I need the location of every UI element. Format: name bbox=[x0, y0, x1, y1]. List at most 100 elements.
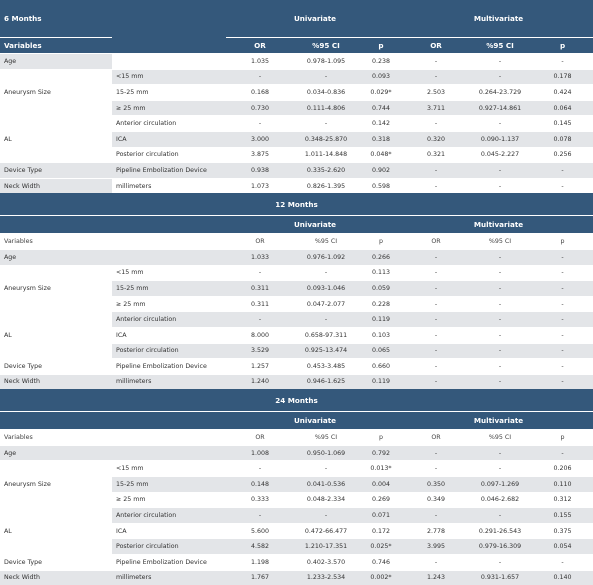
table-cell: Aneurysm Size bbox=[0, 264, 112, 312]
table-cell: - bbox=[532, 248, 593, 266]
table-cell: - bbox=[294, 115, 358, 132]
block-12m-subheader: Univariate Multivariate bbox=[0, 215, 593, 234]
table-row: Posterior circulation 4.582 1.210-17.351 0… bbox=[0, 538, 593, 555]
table-cell: 1.240 bbox=[226, 373, 294, 390]
table-cell: 0.348-25.870 bbox=[294, 130, 358, 148]
table-cell: 0.046-2.682 bbox=[468, 491, 533, 508]
table-cell: 0.142 bbox=[358, 115, 405, 132]
table-cell: Posterior circulation bbox=[112, 342, 226, 359]
table-cell: 0.111-4.806 bbox=[294, 99, 358, 116]
table-cell: - bbox=[404, 280, 469, 297]
table-cell: Posterior circulation bbox=[112, 146, 226, 163]
table-row: ≥ 25 mm 0.311 0.047-2.077 0.228 --- bbox=[0, 295, 593, 312]
table-cell: - bbox=[294, 311, 358, 328]
table-cell: 0.826-1.395 bbox=[294, 177, 358, 194]
table-row: Aneurysm Size <15 mm - -0.013* - -0.206 bbox=[0, 460, 593, 508]
table-cell: - bbox=[532, 295, 593, 312]
table-cell: - bbox=[404, 162, 469, 179]
table-cell: 0.113 bbox=[358, 264, 405, 281]
table-row: Age 1.008 0.950-1.069 0.792 --- bbox=[0, 444, 593, 461]
table-cell: - bbox=[532, 53, 593, 70]
table-cell: 1.198 bbox=[226, 554, 294, 571]
table-cell: - bbox=[404, 444, 469, 461]
table-cell: - bbox=[404, 507, 469, 524]
table-cell: Device Type bbox=[0, 162, 112, 179]
table-cell: 0.266 bbox=[358, 248, 405, 266]
table-cell: - bbox=[404, 177, 469, 194]
table-cell: - bbox=[468, 68, 533, 85]
table-cell bbox=[0, 215, 112, 234]
table-cell: Device Type bbox=[0, 554, 112, 571]
table-cell: - bbox=[468, 264, 533, 281]
table-cell: 4.582 bbox=[226, 538, 294, 555]
table-cell: %95 CI bbox=[468, 233, 533, 250]
table-cell: - bbox=[532, 280, 593, 297]
table-cell: - bbox=[404, 53, 469, 70]
table-cell: 0.598 bbox=[358, 177, 405, 194]
block-24m-header: 24 Months bbox=[0, 389, 593, 412]
table-cell: 0.148 bbox=[226, 476, 294, 493]
table-cell: - bbox=[532, 444, 593, 461]
block-title: 24 Months bbox=[0, 389, 593, 412]
table-cell bbox=[112, 248, 226, 266]
table-cell: - bbox=[468, 280, 533, 297]
table-cell: 0.320 bbox=[404, 130, 469, 148]
table-cell: 0.013* bbox=[358, 460, 405, 477]
multivariate-label: Multivariate bbox=[404, 411, 593, 430]
table-cell: - bbox=[404, 342, 469, 359]
table-cell: 0.902 bbox=[358, 162, 405, 179]
table-row: ICA 3.000 0.348-25.870 0.318 0.320 0.090-1.… bbox=[0, 130, 593, 148]
table-cell: - bbox=[404, 460, 469, 477]
table-cell bbox=[112, 429, 226, 446]
table-cell: OR bbox=[226, 233, 294, 250]
table-row: Posterior circulation 3.529 0.925-13.474 0… bbox=[0, 342, 593, 359]
table-row: 15-25 mm 0.148 0.041-0.536 0.004 0.350 0.09… bbox=[0, 476, 593, 493]
table-row: AL Anterior circulation - -0.142 - -0.145 bbox=[0, 115, 593, 163]
table-cell: - bbox=[468, 507, 533, 524]
table-cell: AL bbox=[0, 311, 112, 359]
block-6m-header: 6 Months Univariate Multivariate bbox=[0, 0, 593, 38]
column-header-row: Variables OR %95 CI p OR %95 CI p bbox=[0, 37, 593, 54]
table-cell: 3.529 bbox=[226, 342, 294, 359]
table-cell bbox=[0, 411, 112, 430]
table-row: Device Type Pipeline Embolization Device … bbox=[0, 554, 593, 571]
univariate-label: Univariate bbox=[226, 411, 405, 430]
table-cell: 0.025* bbox=[358, 538, 405, 555]
table-cell: 0.424 bbox=[532, 84, 593, 101]
table-cell: 0.029* bbox=[358, 84, 405, 101]
table-row: Age 1.035 0.978-1.095 0.238 --- bbox=[0, 53, 593, 70]
table-cell: Anterior circulation bbox=[112, 507, 226, 524]
table-cell: OR bbox=[404, 37, 469, 54]
table-cell: 0.792 bbox=[358, 444, 405, 461]
table-cell: 3.711 bbox=[404, 99, 469, 116]
table-cell: 0.931-1.657 bbox=[468, 569, 533, 585]
table-row: Device Type Pipeline Embolization Device … bbox=[0, 162, 593, 179]
table-cell: 2.503 bbox=[404, 84, 469, 101]
table-cell: - bbox=[468, 248, 533, 266]
table-cell: %95 CI bbox=[294, 37, 358, 54]
table-cell: 0.925-13.474 bbox=[294, 342, 358, 359]
table-cell: <15 mm bbox=[112, 68, 226, 85]
table-cell: Pipeline Embolization Device bbox=[112, 554, 226, 571]
table-cell: - bbox=[468, 177, 533, 194]
table-cell: p bbox=[532, 233, 593, 250]
table-cell: Variables bbox=[0, 233, 112, 250]
table-cell: - bbox=[404, 115, 469, 132]
table-cell: ICA bbox=[112, 326, 226, 343]
table-cell: - bbox=[226, 68, 294, 85]
table-cell: 0.311 bbox=[226, 280, 294, 297]
table-row: Age 1.033 0.976-1.092 0.266 --- bbox=[0, 248, 593, 266]
table-cell: 1.035 bbox=[226, 53, 294, 70]
table-row: 15-25 mm 0.168 0.034-0.836 0.029* 2.503 0.2… bbox=[0, 84, 593, 101]
table-row: Neck Width millimeters 1.240 0.946-1.625 0.… bbox=[0, 373, 593, 390]
table-cell: - bbox=[532, 373, 593, 390]
table-cell: %95 CI bbox=[468, 37, 533, 54]
table-cell: %95 CI bbox=[468, 429, 533, 446]
table-cell: millimeters bbox=[112, 569, 226, 585]
table-cell: 15-25 mm bbox=[112, 476, 226, 493]
table-cell: Device Type bbox=[0, 358, 112, 375]
table-cell: 0.090-1.137 bbox=[468, 130, 533, 148]
table-cell: 0.048* bbox=[358, 146, 405, 163]
table-cell: - bbox=[468, 115, 533, 132]
table-cell: - bbox=[468, 295, 533, 312]
